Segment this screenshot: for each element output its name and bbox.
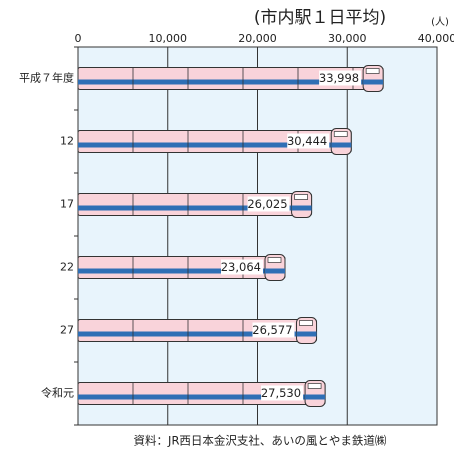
train-bar: 30,444 [77,128,352,155]
train-bar: 27,530 [77,380,326,407]
label-box [252,322,295,338]
bar-stripe [78,142,348,148]
bar-stripe [78,268,281,274]
label-box [287,133,330,149]
unit-label: (人) [431,16,449,28]
source-note: 資料：JR西日本金沢支社、あいの風とやま鉄道㈱ [134,434,387,448]
cab-stripe [331,142,352,148]
cab-window [333,131,348,137]
y-tick-label: 22 [60,261,74,274]
value-label: 26,577 [252,323,292,337]
bar-stripe [78,394,322,400]
cab-stripe [264,268,285,274]
x-tick-label: 20,000 [238,32,277,45]
label-box [261,385,304,401]
cab-window [299,320,313,326]
value-label: 26,025 [247,197,287,211]
cab-window [307,383,322,389]
y-tick-label: 27 [60,324,74,337]
train-bar: 26,025 [77,191,313,218]
bar-stripe [78,79,380,85]
value-label: 33,998 [319,71,359,85]
y-tick-label: 平成７年度 [19,71,74,85]
train-bar: 23,064 [77,254,286,281]
value-label: 30,444 [287,134,327,148]
label-box [319,70,362,86]
x-tick-label: 0 [75,32,82,45]
label-box [220,259,263,275]
value-label: 23,064 [221,260,261,274]
label-box [247,196,290,212]
x-tick-label: 40,000 [418,32,454,45]
y-tick-label: 12 [60,135,74,148]
x-tick-label: 30,000 [328,32,367,45]
cab-stripe [363,79,384,85]
bar-stripe [78,331,313,337]
cab-stripe [291,205,312,211]
cab-stripe [296,331,317,337]
train-bar: 26,577 [77,317,318,344]
value-label: 27,530 [261,386,301,400]
chart-subtitle: (市内駅１日平均) [254,8,386,28]
cab-window [267,257,282,263]
cab-window [365,68,380,74]
x-tick-label: 10,000 [149,32,188,45]
y-tick-label: 令和元 [41,386,74,400]
y-tick-label: 17 [60,198,74,211]
bar-stripe [78,205,308,211]
train-bar: 33,998 [77,65,384,92]
cab-window [294,194,308,200]
cab-stripe [305,394,326,400]
